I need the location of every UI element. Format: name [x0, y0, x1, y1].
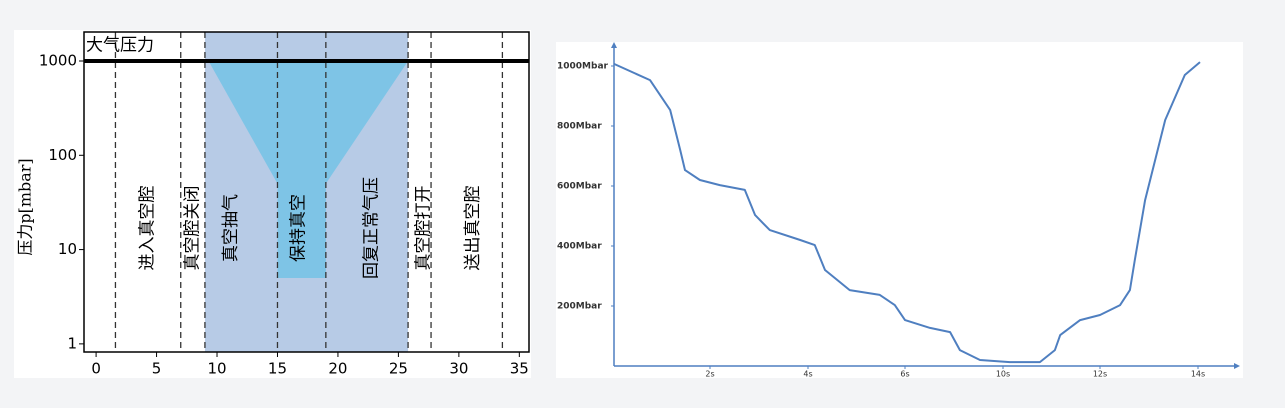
y-axis-arrow [611, 42, 617, 48]
phase-label: 送出真空腔 [463, 186, 483, 271]
y-tick-label: 1000 [39, 51, 77, 69]
x-tick-label: 4s [803, 370, 812, 379]
phase-label: 真空腔关闭 [182, 186, 202, 271]
right-panel [556, 42, 1243, 378]
y-tick-label: 600Mbar [557, 182, 602, 192]
x-axis-arrow [1234, 363, 1240, 369]
x-tick-label: 15 [268, 360, 287, 378]
x-tick-label: 10s [996, 370, 1010, 379]
x-tick-label: 25 [389, 360, 408, 378]
pressure-curve [613, 61, 1201, 364]
x-tick-label: 20 [328, 360, 347, 378]
x-tick-label: 2s [705, 370, 714, 379]
x-tick-label: 6s [900, 370, 909, 379]
phase-label: 真空腔打开 [413, 186, 433, 271]
y-tick-label: 10 [58, 240, 77, 258]
x-tick-label: 12s [1093, 370, 1107, 379]
y-tick-label: 400Mbar [557, 242, 602, 252]
reference-label: 大气压力 [86, 35, 154, 55]
x-tick-label: 30 [449, 360, 468, 378]
x-tick-label: 5 [152, 360, 162, 378]
x-tick-label: 14s [1191, 370, 1205, 379]
phase-label: 回复正常气压 [361, 177, 381, 279]
y-axis-label: 压力p[mbar] [16, 158, 35, 255]
y-tick-label: 200Mbar [557, 302, 602, 312]
y-tick-label: 1 [67, 334, 77, 352]
y-tick-label: 1000Mbar [557, 62, 609, 72]
pressure-profile [208, 60, 409, 278]
y-tick-label: 800Mbar [557, 122, 602, 132]
x-tick-label: 10 [207, 360, 226, 378]
x-tick-label: 35 [510, 360, 529, 378]
y-tick-label: 100 [48, 146, 77, 164]
phase-label: 保持真空 [289, 194, 309, 262]
x-tick-label: 0 [91, 360, 101, 378]
phase-label: 进入真空腔 [138, 186, 158, 271]
phase-label: 真空抽气 [221, 194, 241, 262]
plot-frame [83, 31, 530, 353]
